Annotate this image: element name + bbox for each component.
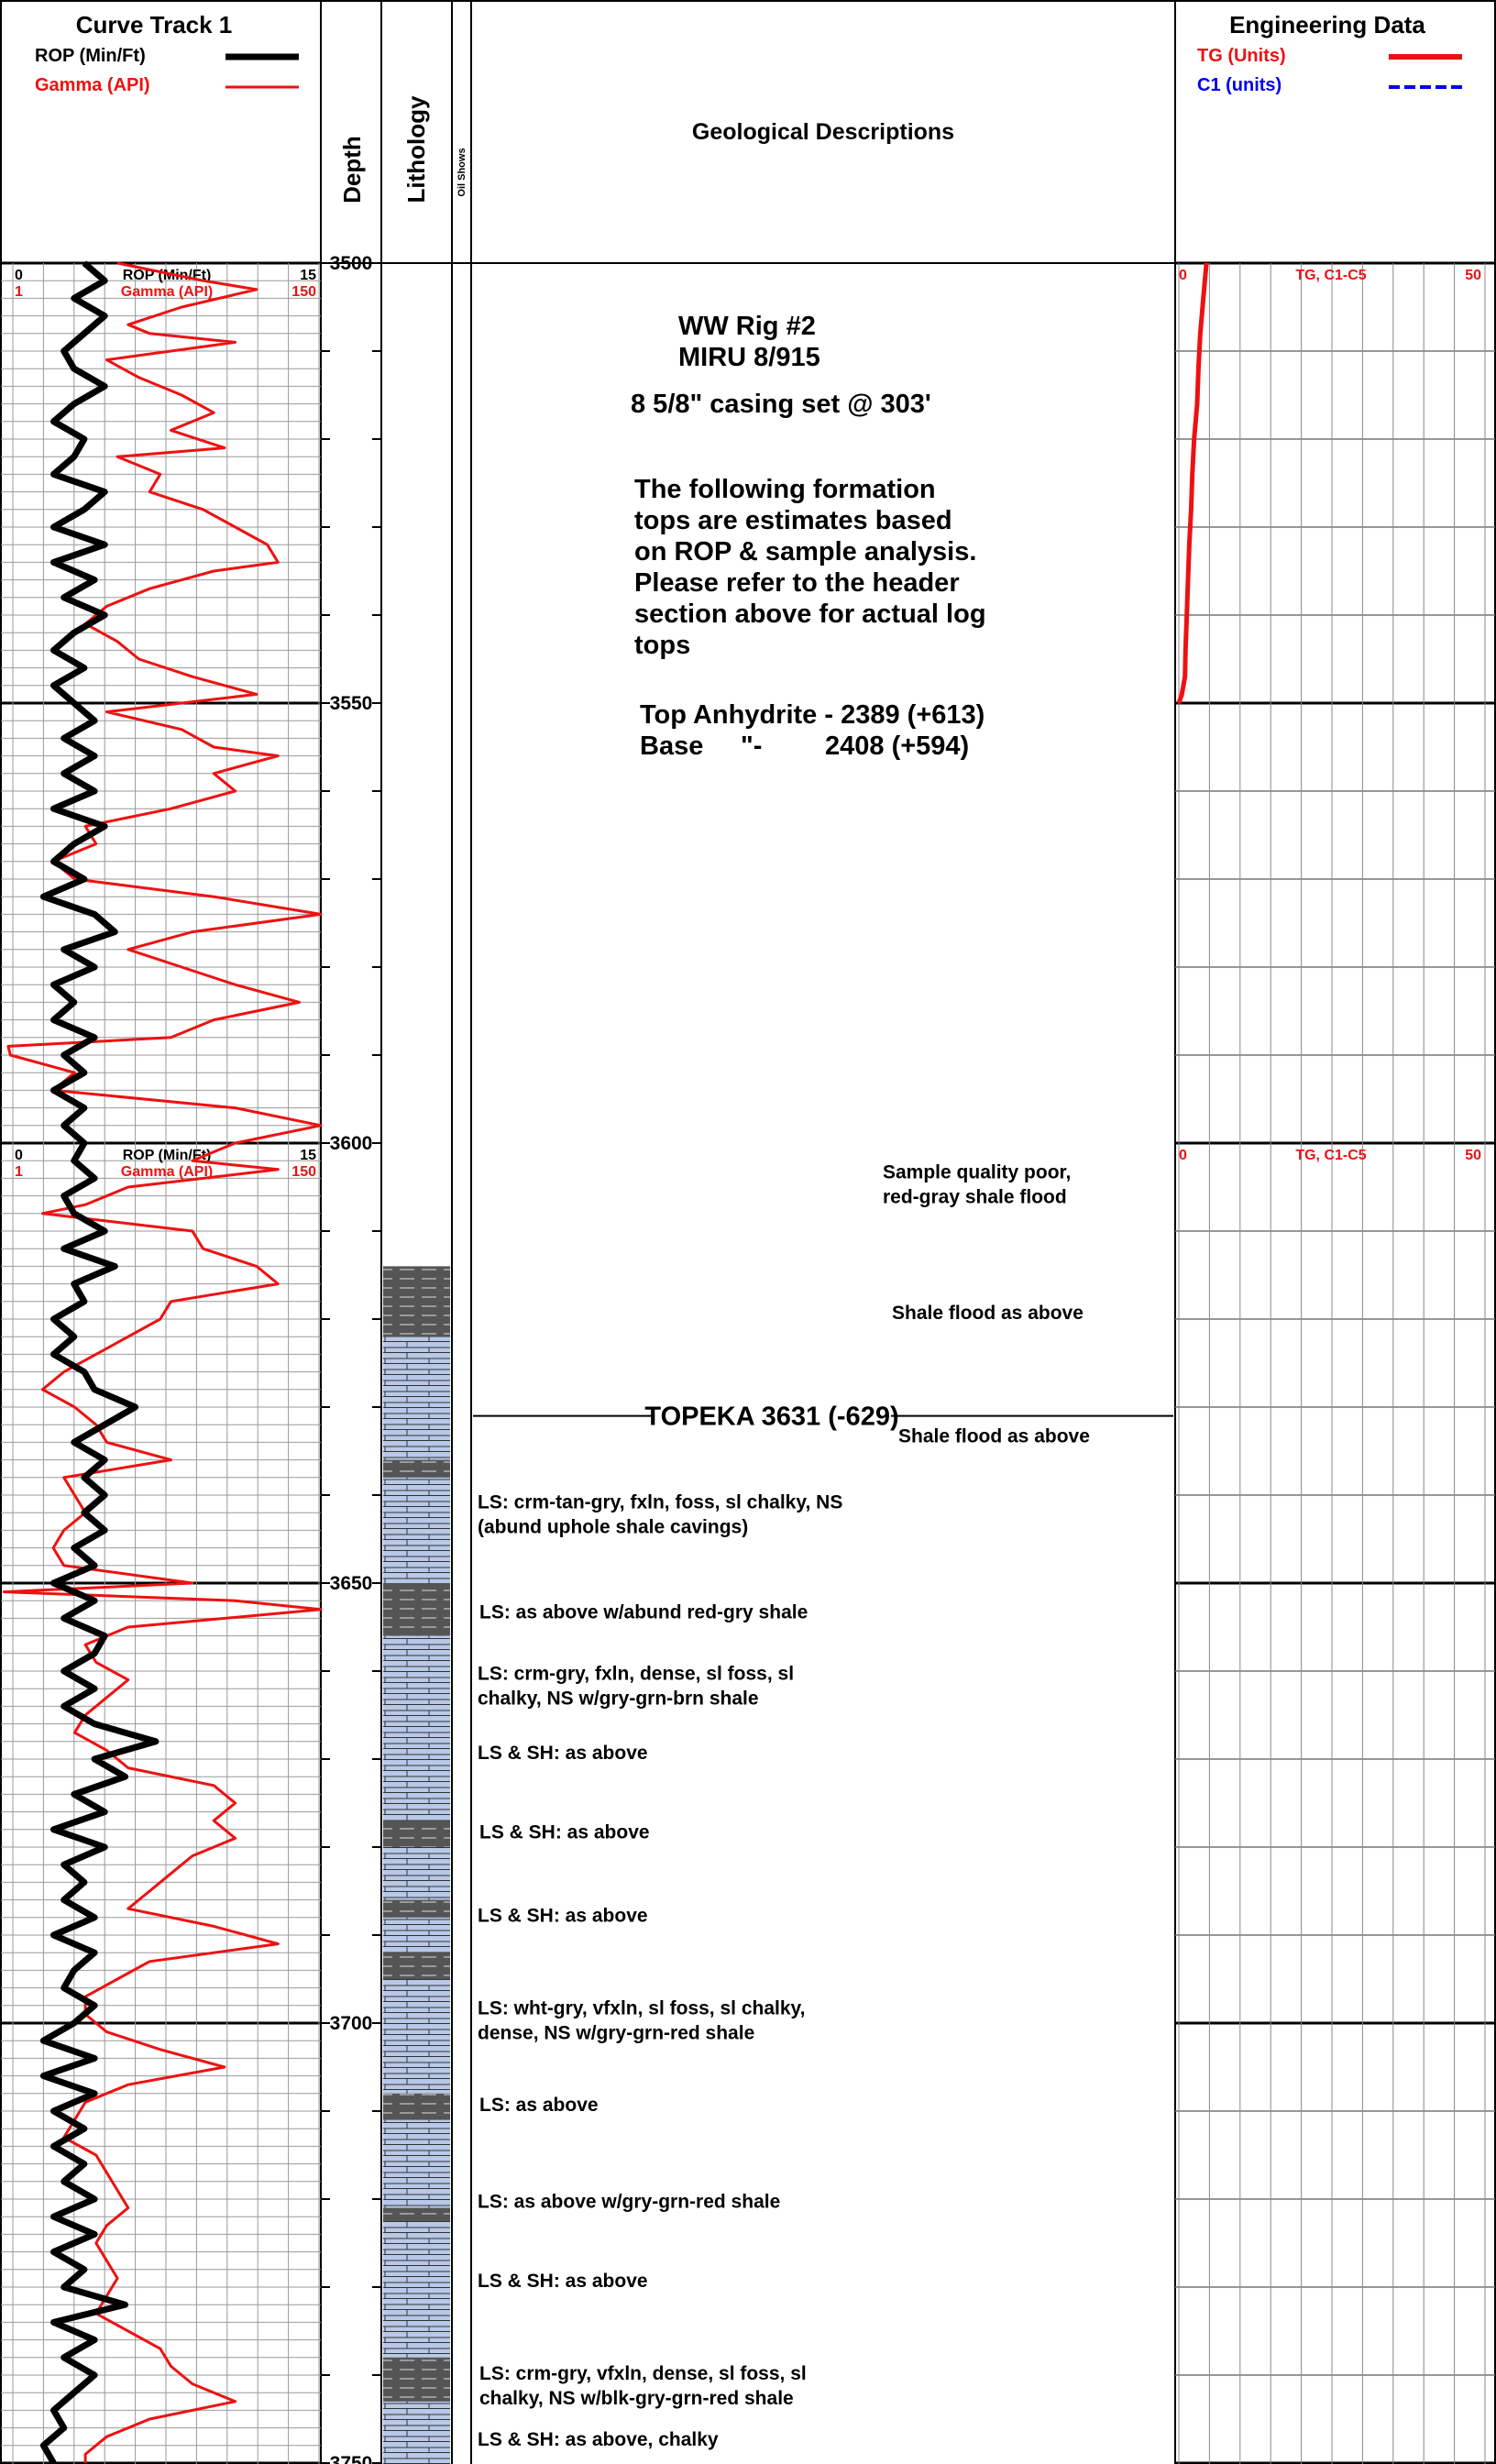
gamma-legend-label: Gamma (API) (35, 75, 150, 95)
engineering-track-grid (1175, 261, 1495, 2464)
description-line: LS & SH: as above (479, 1821, 650, 1842)
shale-bed (383, 1820, 450, 1847)
header-frame (0, 0, 1496, 264)
description-line: Shale flood as above (898, 1425, 1090, 1446)
rop-scale-label: ROP (Min/Ft) (123, 268, 212, 283)
description-line: LS: crm-gry, fxln, dense, sl foss, sl (478, 1664, 794, 1685)
description-line: LS: wht-gry, vfxln, sl foss, sl chalky, (478, 1997, 805, 2018)
anhydrite-base-value: 2408 (+594) (825, 732, 969, 761)
description-line: LS: crm-tan-gry, fxln, foss, sl chalky, … (478, 1491, 842, 1512)
anhydrite-top-note: Top Anhydrite - 2389 (+613) (640, 700, 984, 730)
gamma-scale-label: Gamma (API) (121, 1164, 213, 1180)
gamma-scale-label: Gamma (API) (121, 284, 213, 300)
depth-label: 3750 (330, 2453, 373, 2464)
rop-scale-max: 15 (300, 1148, 316, 1163)
eng-scale-label: TG, C1-C5 (1295, 268, 1366, 283)
description-line: LS: as above w/gry-grn-red shale (478, 2192, 780, 2213)
description-line: LS & SH: as above (478, 2271, 648, 2292)
log-header: Curve Track 1 ROP (Min/Ft) Gamma (API) D… (0, 0, 1496, 264)
tops-note-line-2: tops are estimates based (634, 506, 952, 535)
rop-scale-label: ROP (Min/Ft) (123, 1148, 212, 1163)
eng-scale-max: 50 (1465, 1148, 1481, 1163)
tops-note-line-6: tops (634, 631, 690, 660)
description-line: LS & SH: as above (478, 1906, 648, 1927)
tops-note-line-1: The following formation (634, 475, 936, 504)
rop-scale-min: 0 (15, 268, 23, 283)
shale-bed (383, 2093, 450, 2120)
shale-bed (383, 1459, 450, 1478)
geo-descriptions-title: Geological Descriptions (692, 119, 954, 145)
gamma-scale-max: 150 (292, 284, 316, 300)
description-line: LS & SH: as above (478, 1743, 648, 1764)
eng-scale-max: 50 (1465, 268, 1481, 283)
tops-note-line-3: on ROP & sample analysis. (634, 537, 976, 566)
description-line: LS: crm-gry, vfxln, dense, sl foss, sl (479, 2363, 807, 2384)
formation-top-marker: TOPEKA 3631 (-629) (473, 1402, 1173, 1432)
depth-label: 3600 (330, 1133, 373, 1154)
tops-note-line-4: Please refer to the header (634, 568, 960, 598)
description-line: chalky, NS w/gry-grn-brn shale (478, 1688, 759, 1710)
c1-legend-label: C1 (units) (1197, 75, 1282, 95)
description-line: LS & SH: as above, chalky (478, 2429, 719, 2450)
oil-shows-title: Oil Shows (456, 148, 468, 196)
description-line: dense, NS w/gry-grn-red shale (478, 2022, 754, 2043)
shale-bed (383, 1266, 450, 1337)
tops-note-line-5: section above for actual log (634, 600, 986, 629)
description-line: red-gray shale flood (883, 1186, 1067, 1207)
description-line: LS: as above w/abund red-gry shale (479, 1601, 808, 1622)
engineering-data-title: Engineering Data (1229, 11, 1425, 38)
depth-label: 3700 (330, 2013, 373, 2034)
geological-descriptions: Sample quality poor, red-gray shale flood… (478, 1161, 1090, 2449)
shale-bed (383, 1583, 450, 1636)
gamma-scale-max: 150 (292, 1164, 316, 1180)
limestone-interval (383, 1266, 450, 2464)
tg-curve (1176, 262, 1209, 704)
miru-note: MIRU 8/915 (678, 343, 820, 372)
log-body-frame (0, 263, 1496, 2464)
rop-scale-min: 0 (15, 1148, 23, 1163)
eng-scale-min: 0 (1179, 268, 1187, 283)
lithology-title: Lithology (402, 95, 430, 204)
description-line: (abund uphole shale cavings) (478, 1516, 748, 1537)
anhydrite-base-label: Base (640, 732, 703, 761)
well-notes: WW Rig #2 MIRU 8/915 8 5/8" casing set @… (631, 312, 986, 761)
description-line: LS: as above (479, 2095, 599, 2116)
rop-legend-label: ROP (Min/Ft) (35, 46, 146, 66)
depth-scale: 3500 3550 3600 3650 3700 3750 (321, 253, 381, 2464)
depth-title: Depth (338, 136, 366, 204)
description-line: Shale flood as above (892, 1303, 1084, 1324)
depth-label: 3650 (330, 1573, 373, 1594)
anhydrite-base-ditto: "- (741, 732, 762, 761)
shale-bed (383, 1899, 450, 1918)
formation-top-label: TOPEKA 3631 (-629) (644, 1402, 898, 1432)
rig-note: WW Rig #2 (678, 312, 816, 341)
shale-bed (383, 2357, 450, 2402)
curve-track-title: Curve Track 1 (76, 11, 233, 38)
gamma-curve (2, 261, 323, 2463)
tg-legend-label: TG (Units) (1197, 46, 1286, 66)
rop-scale-max: 15 (300, 268, 316, 283)
gamma-scale-min: 1 (15, 1164, 23, 1180)
gamma-scale-min: 1 (15, 284, 23, 300)
description-line: chalky, NS w/blk-gry-grn-red shale (479, 2388, 794, 2409)
depth-label: 3500 (330, 253, 373, 274)
casing-note: 8 5/8" casing set @ 303' (631, 390, 931, 419)
lithology-column (383, 1266, 450, 2464)
rop-curve (39, 260, 160, 2464)
eng-scale-label: TG, C1-C5 (1295, 1148, 1366, 1163)
log-curves (2, 260, 1209, 2464)
shale-bed (383, 2207, 450, 2221)
depth-label: 3550 (330, 693, 373, 714)
curve-track-grid (1, 261, 321, 2464)
description-line: Sample quality poor, (883, 1161, 1071, 1182)
shale-bed (383, 1952, 450, 1979)
eng-scale-min: 0 (1179, 1148, 1187, 1163)
